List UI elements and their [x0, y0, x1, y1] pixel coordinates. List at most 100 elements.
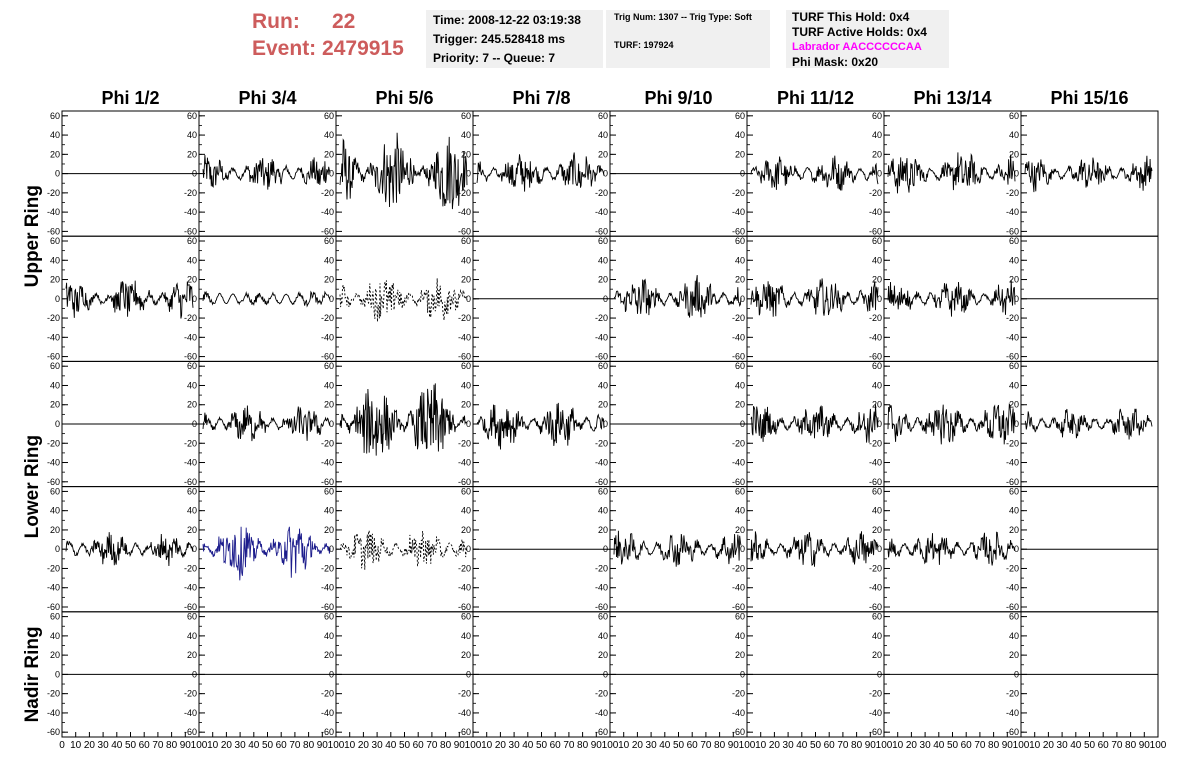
phi-mask-text: Phi Mask: 0x20 — [792, 55, 879, 69]
x-tick-label: 50 — [810, 740, 822, 751]
y-tick-label: 20 — [1009, 275, 1019, 285]
y-tick-label: 20 — [461, 525, 471, 535]
y-tick-label: 0 — [329, 294, 334, 304]
y-tick-label: 40 — [50, 380, 60, 390]
y-tick-label: 20 — [50, 525, 60, 535]
x-tick-label: 30 — [509, 740, 521, 751]
x-tick-label: 20 — [221, 740, 233, 751]
y-tick-label: -60 — [458, 352, 471, 362]
x-tick-label: 30 — [98, 740, 110, 751]
y-tick-label: 0 — [329, 169, 334, 179]
y-tick-label: -20 — [47, 313, 60, 323]
y-tick-label: 20 — [50, 650, 60, 660]
x-tick-label: 100 — [602, 740, 619, 751]
y-tick-label: -20 — [184, 563, 197, 573]
y-tick-label: -40 — [595, 708, 608, 718]
x-tick-label: 10 — [892, 740, 904, 751]
y-tick-label: -60 — [595, 602, 608, 612]
y-tick-label: -60 — [458, 602, 471, 612]
y-tick-label: 40 — [461, 130, 471, 140]
y-tick-label: 60 — [872, 612, 882, 622]
y-tick-label: -40 — [869, 458, 882, 468]
y-tick-label: 60 — [50, 111, 60, 121]
y-tick-label: 40 — [461, 255, 471, 265]
y-tick-label: 60 — [735, 612, 745, 622]
y-tick-label: 40 — [1009, 380, 1019, 390]
y-tick-label: 40 — [324, 255, 334, 265]
y-tick-label: 20 — [872, 149, 882, 159]
waveform-trace — [339, 383, 468, 456]
y-tick-label: -60 — [321, 226, 334, 236]
y-tick-label: 40 — [872, 255, 882, 265]
y-tick-label: 0 — [192, 294, 197, 304]
y-tick-label: -20 — [1006, 313, 1019, 323]
y-tick-label: 20 — [1009, 400, 1019, 410]
y-tick-label: 20 — [598, 650, 608, 660]
y-tick-label: 60 — [50, 486, 60, 496]
waveform-trace — [750, 278, 879, 317]
x-tick-label: 90 — [1139, 740, 1151, 751]
y-tick-label: 0 — [466, 419, 471, 429]
y-tick-label: -20 — [595, 188, 608, 198]
x-tick-label: 40 — [796, 740, 808, 751]
y-tick-label: -20 — [458, 438, 471, 448]
y-tick-label: -60 — [47, 602, 60, 612]
x-tick-label: 100 — [191, 740, 208, 751]
run-value: 22 — [332, 10, 356, 33]
x-tick-label: 80 — [851, 740, 863, 751]
y-tick-label: 40 — [872, 380, 882, 390]
y-tick-label: -20 — [47, 438, 60, 448]
y-tick-label: 20 — [324, 650, 334, 660]
y-tick-label: -40 — [1006, 207, 1019, 217]
x-tick-label: 10 — [481, 740, 493, 751]
y-tick-label: 60 — [1009, 111, 1019, 121]
y-tick-label: -60 — [184, 352, 197, 362]
x-tick-label: 0 — [59, 740, 65, 751]
y-tick-label: 0 — [466, 169, 471, 179]
y-tick-label: 60 — [50, 612, 60, 622]
x-tick-label: 40 — [111, 740, 123, 751]
y-tick-label: -40 — [1006, 458, 1019, 468]
x-tick-label: 20 — [632, 740, 644, 751]
y-tick-label: -60 — [869, 727, 882, 737]
y-tick-label: 0 — [877, 419, 882, 429]
waveform-trace — [65, 532, 194, 567]
waveform-trace — [887, 152, 1016, 194]
y-tick-label: -40 — [732, 583, 745, 593]
y-tick-label: -60 — [1006, 352, 1019, 362]
waveform-trace — [613, 530, 742, 567]
y-tick-label: 40 — [735, 631, 745, 641]
x-tick-label: 20 — [84, 740, 96, 751]
y-tick-label: 0 — [740, 544, 745, 554]
x-tick-label: 10 — [755, 740, 767, 751]
panel-frame — [472, 110, 611, 237]
panel-frame — [609, 235, 748, 362]
x-tick-label: 100 — [876, 740, 893, 751]
x-tick-label: 80 — [1125, 740, 1137, 751]
x-tick-label: 70 — [700, 740, 712, 751]
x-tick-label: 60 — [276, 740, 288, 751]
waveform-trace — [750, 531, 879, 567]
y-tick-label: 20 — [872, 275, 882, 285]
y-tick-label: 40 — [50, 255, 60, 265]
y-tick-label: 40 — [598, 631, 608, 641]
y-tick-label: 40 — [598, 130, 608, 140]
x-tick-label: 40 — [933, 740, 945, 751]
y-tick-label: 60 — [187, 486, 197, 496]
y-tick-label: 0 — [603, 169, 608, 179]
y-tick-label: 20 — [872, 525, 882, 535]
y-tick-label: 0 — [740, 294, 745, 304]
x-tick-label: 70 — [563, 740, 575, 751]
y-tick-label: 0 — [877, 169, 882, 179]
y-tick-label: 0 — [603, 294, 608, 304]
y-tick-label: 60 — [324, 361, 334, 371]
y-tick-label: 0 — [192, 544, 197, 554]
y-tick-label: -40 — [1006, 332, 1019, 342]
y-tick-label: 20 — [50, 149, 60, 159]
y-tick-label: 60 — [598, 612, 608, 622]
x-tick-label: 50 — [536, 740, 548, 751]
y-tick-label: 40 — [187, 130, 197, 140]
x-tick-label: 20 — [906, 740, 918, 751]
time-info-box: Time: 2008-12-22 03:19:38 Trigger: 245.5… — [426, 10, 603, 68]
y-tick-label: 60 — [1009, 612, 1019, 622]
